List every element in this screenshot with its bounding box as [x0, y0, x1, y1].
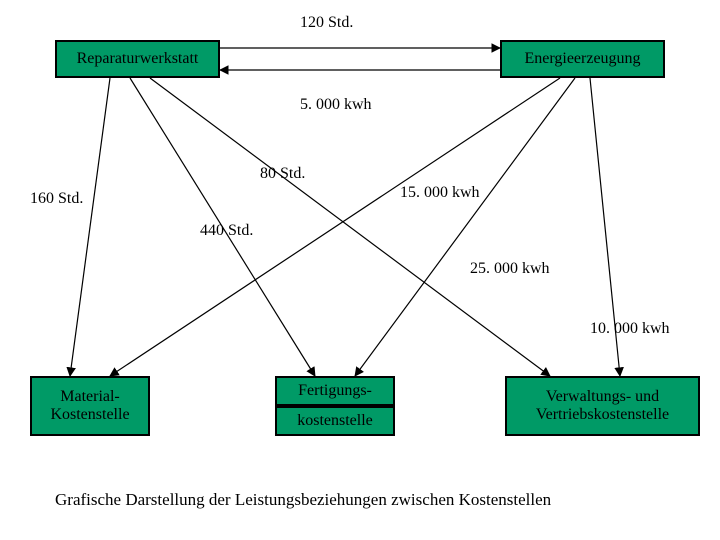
edge-label-10000kwh: 10. 000 kwh	[590, 320, 670, 338]
node-label: Material- Kostenstelle	[32, 388, 148, 424]
node-material: Material- Kostenstelle	[30, 376, 150, 436]
node-label: Fertigungs-	[298, 382, 372, 400]
edge-label-25000kwh: 25. 000 kwh	[470, 260, 550, 278]
node-verwaltung: Verwaltungs- und Vertriebskostenstelle	[505, 376, 700, 436]
edge-label-120std: 120 Std.	[300, 14, 353, 32]
node-label: Verwaltungs- und Vertriebskostenstelle	[507, 388, 698, 424]
diagram-caption: Grafische Darstellung der Leistungsbezie…	[55, 490, 551, 510]
node-label: kostenstelle	[297, 412, 373, 430]
edge-label-80std: 80 Std.	[260, 165, 305, 183]
node-fertigung-top: Fertigungs-	[275, 376, 395, 406]
node-fertigung-bottom: kostenstelle	[275, 406, 395, 436]
node-energie: Energieerzeugung	[500, 40, 665, 78]
edges-layer	[0, 0, 720, 540]
edge-label-440std: 440 Std.	[200, 222, 253, 240]
edge-label-5000kwh: 5. 000 kwh	[300, 96, 372, 114]
node-label: Reparaturwerkstatt	[77, 50, 199, 68]
node-label: Energieerzeugung	[524, 50, 640, 68]
edge-label-15000kwh: 15. 000 kwh	[400, 184, 480, 202]
node-reparatur: Reparaturwerkstatt	[55, 40, 220, 78]
edge-label-160std: 160 Std.	[30, 190, 83, 208]
